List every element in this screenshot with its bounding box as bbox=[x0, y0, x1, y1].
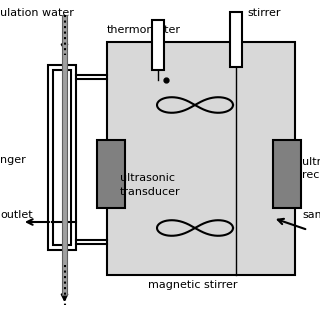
Text: rece: rece bbox=[302, 170, 320, 180]
Bar bbox=[230, 12, 242, 67]
Text: transducer: transducer bbox=[120, 187, 180, 197]
Text: samp: samp bbox=[302, 210, 320, 220]
Text: ultrasonic: ultrasonic bbox=[120, 173, 175, 183]
Text: ulation water: ulation water bbox=[0, 8, 74, 18]
Text: stirrer: stirrer bbox=[247, 8, 281, 18]
Text: outlet: outlet bbox=[0, 210, 33, 220]
Bar bbox=[107, 42, 295, 275]
Bar bbox=[97, 140, 125, 208]
Bar bbox=[53, 70, 71, 245]
Bar bbox=[152, 20, 164, 70]
Text: magnetic stirrer: magnetic stirrer bbox=[148, 280, 237, 290]
Bar bbox=[273, 140, 301, 208]
Bar bbox=[48, 65, 76, 250]
Text: thermometer: thermometer bbox=[107, 25, 181, 35]
Text: nger: nger bbox=[0, 155, 26, 165]
Bar bbox=[62, 15, 67, 295]
Text: ultra: ultra bbox=[302, 157, 320, 167]
